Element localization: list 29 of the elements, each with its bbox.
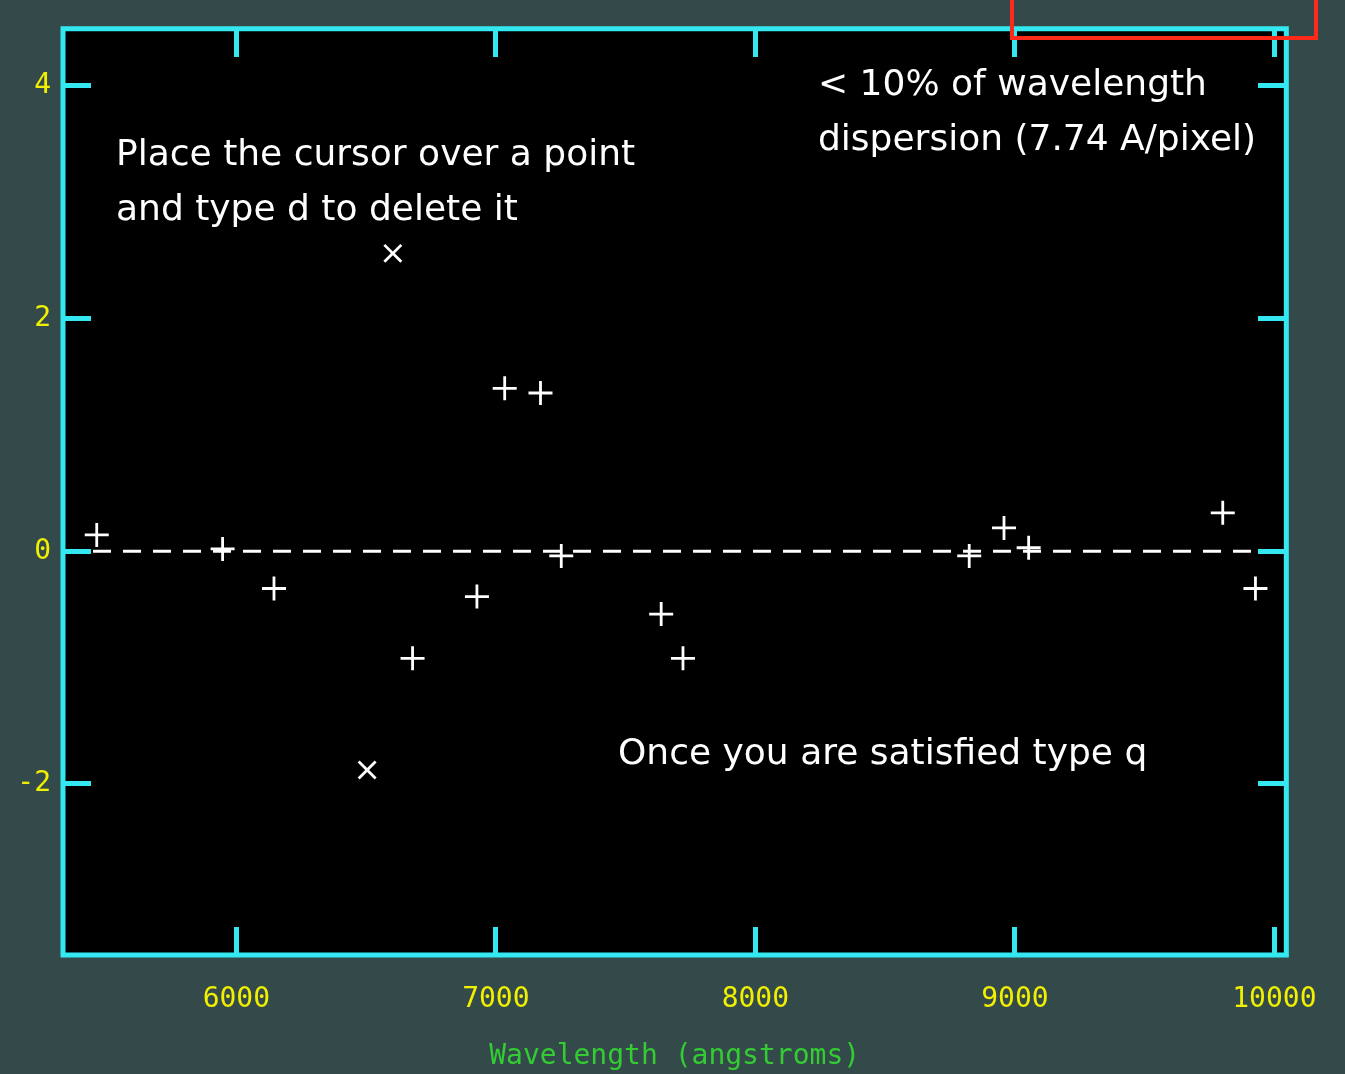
point <box>1016 535 1041 560</box>
x-tick-label: 8000 <box>721 981 790 1015</box>
point <box>1243 576 1268 601</box>
x-axis-title: Wavelength (angstroms) <box>489 1038 861 1072</box>
y-tick-label: -2 <box>17 765 51 799</box>
point <box>84 522 109 547</box>
point <box>528 381 553 405</box>
x-tick-label: 7000 <box>462 981 530 1015</box>
x-tick-label: 6000 <box>202 981 271 1015</box>
y-tick-label: 2 <box>34 299 51 333</box>
annotation: Place the cursor over a point and type d to delete it <box>116 132 636 228</box>
point <box>383 243 403 263</box>
point <box>670 646 695 671</box>
point <box>400 646 425 671</box>
point <box>549 543 574 568</box>
point <box>957 543 982 568</box>
y-tick-label: 4 <box>34 67 51 101</box>
point <box>464 584 489 609</box>
point <box>492 376 517 401</box>
point <box>649 602 674 627</box>
y-tick-label: 0 <box>34 532 51 566</box>
point <box>1210 500 1235 525</box>
annotation: Once you are satisfied type q <box>618 731 1148 772</box>
x-tick-label: 10000 <box>1232 981 1317 1015</box>
point <box>210 536 235 561</box>
x-tick-label: 9000 <box>981 981 1049 1015</box>
point <box>357 760 377 780</box>
annotation: < 10% of wavelength dispersion (7.74 A/pixel) <box>818 62 1257 158</box>
point <box>261 576 286 601</box>
